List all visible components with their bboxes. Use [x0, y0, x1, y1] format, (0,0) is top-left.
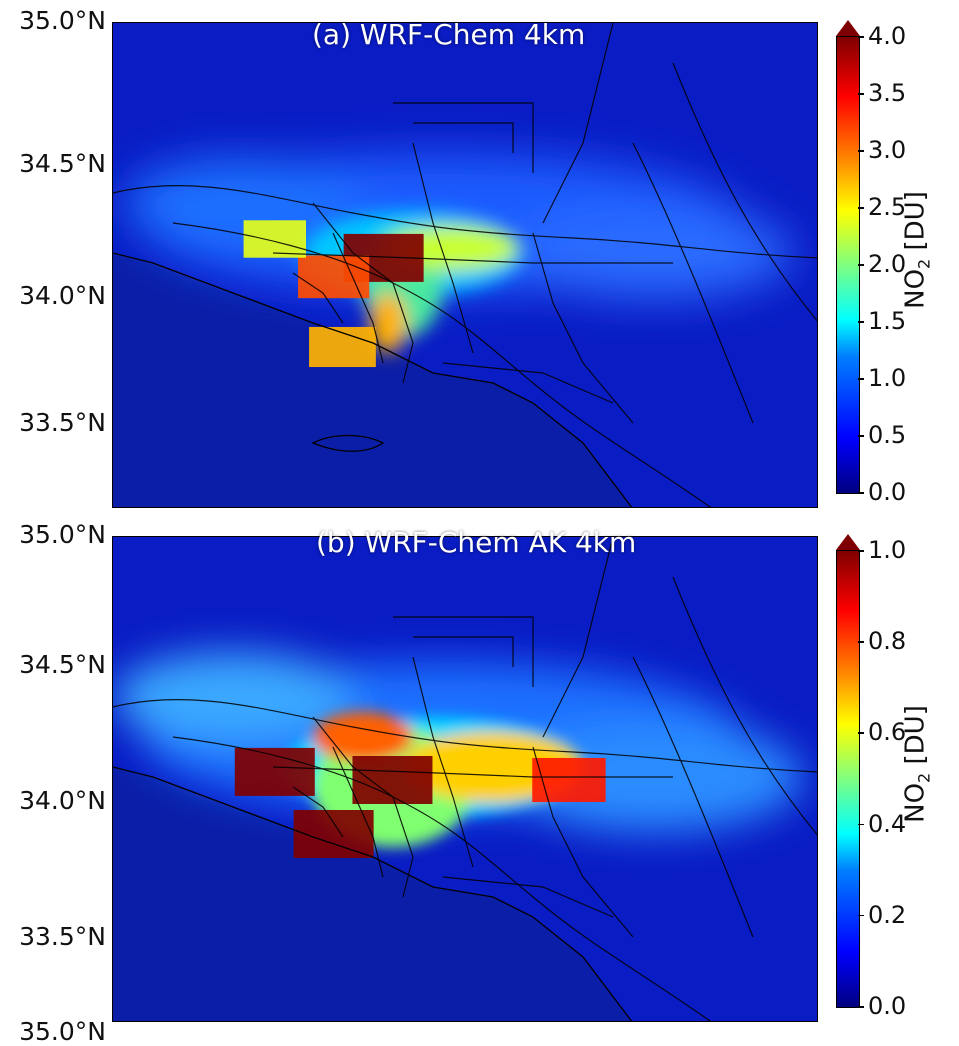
- colorbar-label-b: NO2 [DU]: [900, 705, 934, 823]
- colorbar-tick-label: 4.0: [868, 22, 907, 50]
- colorbar-tick-mark: [858, 378, 864, 380]
- colorbar-tick-label: 1.5: [868, 307, 907, 335]
- road-network: [113, 23, 817, 507]
- colorbar-tick-mark: [858, 93, 864, 95]
- lat-label-34-0: 34.0°N: [19, 281, 106, 310]
- colorbar-tick-label: 0.8: [868, 627, 907, 656]
- colorbar-tick-mark: [858, 732, 864, 734]
- lat-label-34-0: 34.0°N: [19, 786, 106, 815]
- colorbar-a: [836, 36, 860, 494]
- colorbar-label-a: NO2 [DU]: [900, 191, 934, 309]
- colorbar-tick-label: 1.0: [868, 536, 907, 564]
- colorbar-tick-label: 2.5: [868, 193, 907, 221]
- no2-hotspot: [243, 220, 306, 258]
- colorbar-extend-arrow: [836, 20, 860, 36]
- no2-map-b: [113, 537, 817, 1021]
- colorbar-tick-label: 3.5: [868, 79, 907, 107]
- colorbar-tick-mark: [858, 207, 864, 209]
- no2-hotspot: [298, 255, 370, 299]
- lat-label-34-5: 34.5°N: [19, 149, 106, 178]
- lat-label-33-5: 33.5°N: [19, 408, 106, 437]
- colorbar-tick-mark: [858, 150, 864, 152]
- colorbar-b: [836, 550, 860, 1008]
- colorbar-tick-mark: [858, 435, 864, 437]
- colorbar-tick-label: 0.0: [868, 992, 907, 1020]
- colorbar-tick-mark: [858, 550, 864, 552]
- coastline: [113, 252, 633, 507]
- map-frame: [112, 22, 818, 508]
- colorbar-tick-label: 0.2: [868, 900, 907, 929]
- colorbar-tick-mark: [858, 1006, 864, 1008]
- no2-hotspot: [293, 810, 374, 858]
- lat-label-truncated: 35.0°N: [19, 1017, 106, 1046]
- panel-title-a: (a) WRF-Chem 4km: [312, 18, 586, 51]
- no2-hotspot: [309, 326, 376, 368]
- colorbar-tick-mark: [858, 914, 864, 917]
- colorbar-tick-mark: [858, 823, 864, 826]
- colorbar-tick-label: 0.0: [868, 478, 907, 506]
- colorbar-tick-label: 2.0: [868, 250, 907, 278]
- lat-label-35-0: 35.0°N: [19, 6, 106, 35]
- colorbar-tick-mark: [858, 641, 864, 643]
- colorbar-tick-label: 3.0: [868, 136, 907, 164]
- map-frame: [112, 536, 818, 1022]
- colorbar-tick-mark: [858, 492, 864, 494]
- lat-label-34-5: 34.5°N: [19, 650, 106, 679]
- colorbar-tick-label: 0.5: [868, 421, 907, 449]
- colorbar-extend-arrow: [836, 534, 860, 550]
- colorbar-tick-mark: [858, 36, 864, 38]
- road-network: [113, 537, 817, 1021]
- no2-hotspots-a: [243, 220, 424, 368]
- colorbar-tick-label: 0.6: [868, 718, 907, 747]
- lat-label-35-0: 35.0°N: [19, 520, 106, 549]
- coastline: [113, 766, 633, 1021]
- colorbar-tick-mark: [858, 321, 864, 323]
- lat-label-33-5: 33.5°N: [19, 922, 106, 951]
- no2-hotspot: [532, 757, 606, 803]
- panel-title-b: (b) WRF-Chem AK 4km: [316, 526, 637, 559]
- colorbar-tick-label: 1.0: [868, 364, 907, 392]
- colorbar-tick-mark: [858, 264, 864, 266]
- no2-map-a: [113, 23, 817, 507]
- panel-a: 35.0°N 34.5°N 34.0°N 33.5°N: [0, 0, 959, 510]
- colorbar-tick-label: 0.4: [868, 809, 907, 838]
- panel-b: 35.0°N 34.5°N 34.0°N 33.5°N: [0, 514, 959, 1024]
